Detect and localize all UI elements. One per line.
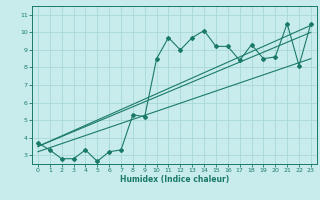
X-axis label: Humidex (Indice chaleur): Humidex (Indice chaleur): [120, 175, 229, 184]
